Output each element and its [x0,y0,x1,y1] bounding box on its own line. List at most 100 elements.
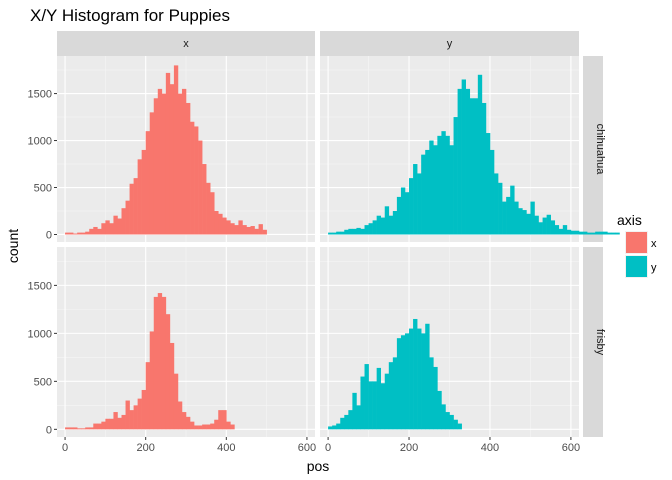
x-tick-label: 0 [62,442,68,454]
histogram-bar [173,65,179,235]
histogram-bar [165,314,171,430]
histogram-bar [384,373,390,430]
histogram-bar [368,223,373,235]
histogram-bar [368,381,373,430]
histogram-bar [518,208,523,235]
histogram-bar [417,328,422,430]
histogram-bar [190,121,195,235]
histogram-bar [348,410,353,430]
histogram-bar [101,421,106,430]
histogram-bar [202,424,207,430]
histogram-bar [348,228,353,235]
histogram-bar [336,423,341,430]
legend-key-y [626,256,647,277]
histogram-bar [429,357,434,430]
histogram-bar [145,362,151,430]
histogram-bar [457,88,462,235]
histogram-bar [562,225,568,235]
y-axis-title: count [5,229,21,263]
strip-row-chihuahua-label: chihuahua [594,124,606,176]
histogram-bar [186,416,191,430]
histogram-bar [546,214,551,235]
histogram-bar [109,418,114,430]
histogram-bar [498,182,503,235]
histogram-bar [445,135,450,235]
histogram-bar [494,173,499,235]
histogram-bar [121,208,126,235]
x-tick-label: 400 [481,442,499,454]
histogram-bar [177,401,183,430]
histogram-bar [599,231,604,235]
histogram-bar [583,231,588,235]
histogram-bar [506,196,511,235]
histogram-bar [101,223,106,235]
histogram-bar [465,88,471,235]
x-tick-label: 400 [217,442,235,454]
histogram-bar [510,185,515,235]
panel-frisby-x [57,247,315,437]
histogram-bar [413,318,418,430]
histogram-bar [77,428,82,430]
histogram-bar [522,210,527,235]
histogram-bar [364,225,369,235]
x-tick-label: 200 [137,442,155,454]
histogram-bar [372,220,377,235]
histogram-bar [230,424,235,430]
panel-frisby-y [320,247,579,437]
y-tick-label: 0 [46,424,52,436]
histogram-bar [242,225,247,235]
histogram-bar [453,419,458,430]
histogram-bar [194,126,199,235]
histogram-bar [477,74,483,235]
histogram-bar [222,410,227,430]
x-axis-tick-labels: 0 200 400 600 0 200 400 600 [62,437,580,454]
histogram-bar [558,228,564,235]
histogram-bar [417,173,422,235]
histogram-bar [214,211,219,235]
histogram-bar [380,383,386,430]
histogram-bar [437,135,442,235]
histogram-bar [485,133,491,235]
histogram-bar [376,367,382,430]
histogram-bar [344,229,349,235]
strip-col-y [320,31,579,56]
histogram-bar [502,201,507,235]
histogram-bar [230,223,235,235]
histogram-bar [113,412,118,430]
histogram-bar [254,228,259,235]
histogram-bar [169,84,175,235]
histogram-bar [85,231,90,235]
histogram-bar [173,373,179,430]
histogram-bar [198,425,203,430]
histogram-bar [352,392,357,430]
histogram-bar [425,323,430,430]
histogram-bar [340,231,345,235]
histogram-bar [97,423,102,430]
histogram-bar [574,230,580,235]
legend-title: axis [617,212,642,228]
histogram-bar [380,217,386,235]
chart-title: X/Y Histogram for Puppies [30,6,230,25]
histogram-bar [328,426,333,430]
histogram-bar [449,145,454,235]
histogram-bar [137,398,142,430]
histogram-bar [226,421,231,430]
histogram-bar [238,220,243,235]
histogram-bar [409,328,414,430]
histogram-bar [250,226,255,235]
histogram-bar [615,232,620,235]
histogram-bar [554,225,560,235]
histogram-bar [570,230,576,235]
histogram-bar [611,232,616,235]
histogram-bar [157,293,163,430]
y-axis-tick-labels: 0 500 1000 1500 0 500 1000 1500 [28,89,57,436]
histogram-bar [591,232,596,235]
histogram-bar [234,225,239,235]
histogram-bar [566,229,572,235]
histogram-bar [73,233,78,235]
histogram-bar [262,229,267,235]
x-axis-title: pos [307,458,330,474]
histogram-bar [526,213,531,235]
histogram-bar [141,149,146,235]
histogram-bar [133,178,138,235]
